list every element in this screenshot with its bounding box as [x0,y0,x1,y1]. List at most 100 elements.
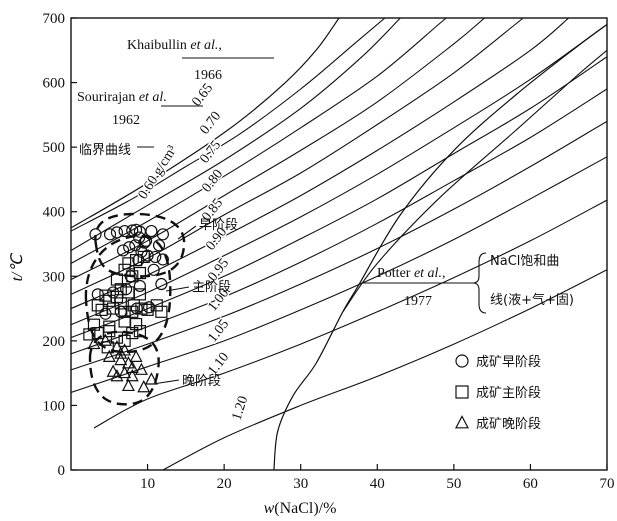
data-point-square [83,328,96,341]
isochore-line-5 [71,18,570,310]
data-point-circle [143,301,156,314]
data-point-triangle [144,372,158,385]
data-point-square [110,331,124,344]
data-point-square [118,305,131,318]
data-point-triangle [121,378,135,392]
data-point-circle [152,239,166,252]
saturation-brace [472,252,487,314]
y-tick-label: 0 [58,463,66,479]
y-axis-title: t/℃ [9,253,26,282]
potter-label: Potter et al., [377,266,445,281]
isochore-line-3 [71,18,485,280]
isochore-line-1 [71,18,401,251]
data-point-circle [118,224,131,238]
x-tick-label: 10 [140,476,155,492]
data-point-circle [103,228,117,241]
data-point-square [126,305,139,318]
x-tick-label: 40 [370,476,385,492]
isochore-line-0 [71,18,386,232]
early-stage-label: 早阶段 [199,218,238,233]
data-point-circle [126,224,139,237]
legend-marker-square [455,385,469,399]
x-tick-label: 20 [217,476,232,492]
saturation-label-line1: NaCl饱和曲 [490,254,559,269]
sourirajan-year: 1962 [112,113,140,128]
data-point-square [126,327,139,340]
data-point-triangle [114,352,128,366]
isochore-label: 0.70 [197,109,224,138]
data-point-circle [129,239,142,252]
data-point-circle [156,253,169,266]
data-point-triangle [125,369,139,382]
isochore-label: 1.20 [230,394,252,422]
data-point-square [137,250,150,264]
main-stage-envelope [84,234,172,354]
y-tick-label: 100 [43,398,66,414]
isochore-line-4 [71,18,524,295]
data-point-circle [107,286,120,299]
data-point-triangle [121,356,135,369]
isochore-line-10 [71,156,607,394]
data-point-triangle [114,346,128,359]
x-tick-label: 60 [523,476,538,492]
data-point-triangle [87,336,101,350]
data-point-square [150,299,163,312]
data-point-triangle [106,364,120,377]
critical-curve-label: 临界曲线 [79,143,131,158]
data-point-circle [156,228,169,241]
data-point-triangle [134,362,148,375]
isochore-label: 0.65 [189,81,216,110]
y-tick-label: 400 [43,205,66,221]
legend-marker-triangle [455,415,469,429]
data-point-circle [139,234,153,247]
legend-label: 成矿晚阶段 [476,417,541,432]
legend-label: 成矿早阶段 [476,355,541,370]
data-point-square [110,273,124,286]
data-point-circle [133,231,146,244]
saturation-label-line2: 线(液+气+固) [490,292,574,308]
x-tick-label: 50 [446,476,461,492]
data-point-circle [123,241,136,254]
data-point-square [122,257,135,270]
isochore-line-8 [71,88,607,355]
data-point-square [155,305,168,318]
data-point-circle [116,244,130,257]
data-point-triangle [102,349,116,362]
data-point-circle [89,228,102,241]
data-point-square [118,263,131,276]
data-point-circle [149,250,162,264]
data-point-square [141,303,154,316]
isochore-label: 0.80 [199,167,226,196]
khaibullin-label: Khaibullin et al., [127,38,222,53]
data-point-square [133,288,147,301]
legend-label: 成矿主阶段 [476,386,541,401]
isochore-line-2 [71,18,447,264]
data-point-square [129,254,143,267]
y-tick-label: 600 [43,76,66,92]
data-point-triangle [98,333,112,346]
isochore-line-12 [162,269,607,470]
data-point-square [133,325,147,338]
data-point-triangle [125,360,139,373]
data-point-triangle [110,369,124,382]
data-point-triangle [129,349,143,362]
early-stage-leader [177,225,197,240]
data-point-triangle [137,380,151,393]
isochore-line-11 [93,199,607,429]
main-stage-label: 主阶段 [192,280,231,295]
sourirajan-label: Sourirajan et al. [77,90,167,105]
plot-frame [70,17,608,471]
data-point-square [127,299,140,312]
y-tick-label: 500 [43,140,66,156]
isochore-line-9 [71,120,607,371]
x-tick-label: 70 [600,476,615,492]
y-tick-label: 300 [43,269,66,285]
data-point-square [133,266,147,280]
data-point-circle [155,277,168,291]
data-point-square [103,320,116,333]
data-point-square [135,302,148,315]
late-stage-leader [152,379,180,385]
data-point-square [87,318,101,331]
data-point-square [114,283,127,296]
